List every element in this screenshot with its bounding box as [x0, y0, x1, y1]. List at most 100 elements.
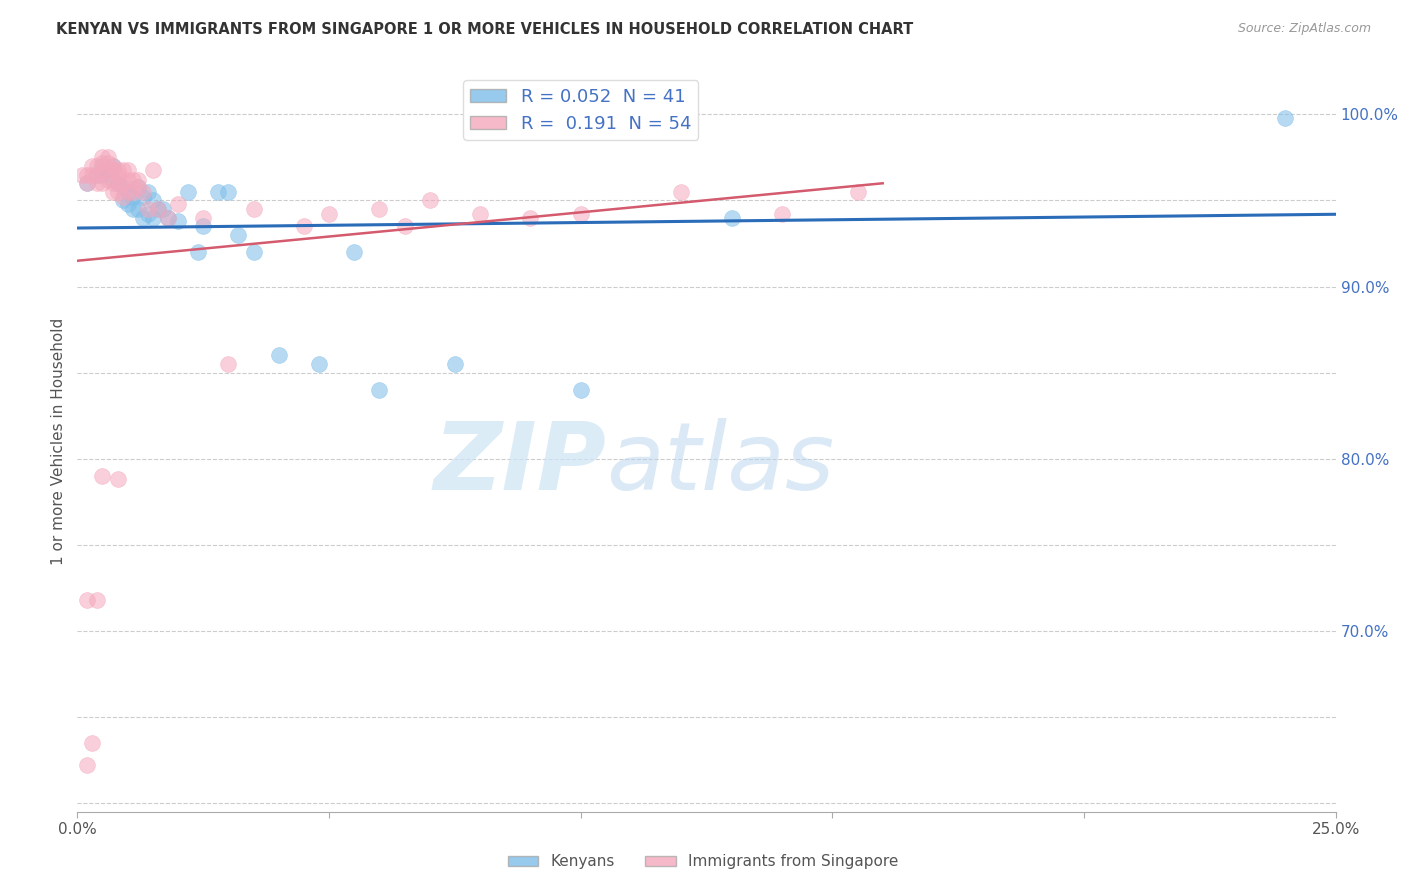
Point — [671, 185, 693, 199]
Legend: Kenyans, Immigrants from Singapore: Kenyans, Immigrants from Singapore — [502, 848, 904, 875]
Point — [368, 383, 391, 397]
Point — [121, 185, 143, 199]
Point — [207, 185, 229, 199]
Point — [91, 159, 114, 173]
Point — [132, 185, 155, 199]
Point — [91, 155, 114, 169]
Point — [101, 173, 124, 187]
Point — [82, 159, 104, 173]
Point — [111, 176, 134, 190]
Point — [127, 173, 149, 187]
Point — [191, 211, 215, 225]
Point — [107, 176, 129, 190]
Point — [569, 207, 592, 221]
Text: KENYAN VS IMMIGRANTS FROM SINGAPORE 1 OR MORE VEHICLES IN HOUSEHOLD CORRELATION : KENYAN VS IMMIGRANTS FROM SINGAPORE 1 OR… — [56, 22, 914, 37]
Point — [136, 185, 159, 199]
Point — [242, 202, 264, 216]
Point — [76, 593, 98, 607]
Point — [127, 179, 149, 194]
Point — [121, 190, 143, 204]
Y-axis label: 1 or more Vehicles in Household: 1 or more Vehicles in Household — [51, 318, 66, 566]
Text: Source: ZipAtlas.com: Source: ZipAtlas.com — [1237, 22, 1371, 36]
Point — [267, 348, 290, 362]
Point — [82, 168, 104, 182]
Point — [86, 593, 108, 607]
Point — [101, 176, 124, 190]
Point — [86, 168, 108, 182]
Point — [121, 202, 143, 216]
Point — [86, 159, 108, 173]
Point — [167, 197, 190, 211]
Point — [121, 173, 143, 187]
Point — [217, 185, 239, 199]
Point — [96, 155, 118, 169]
Point — [107, 162, 129, 177]
Point — [720, 211, 742, 225]
Point — [146, 202, 169, 216]
Point — [91, 151, 114, 165]
Text: atlas: atlas — [606, 418, 834, 509]
Text: ZIP: ZIP — [433, 417, 606, 509]
Point — [101, 159, 124, 173]
Point — [76, 176, 98, 190]
Point — [444, 357, 467, 371]
Point — [76, 176, 98, 190]
Point — [91, 176, 114, 190]
Point — [107, 168, 129, 182]
Point — [117, 197, 139, 211]
Point — [368, 202, 391, 216]
Point — [96, 162, 118, 177]
Point — [167, 214, 190, 228]
Point — [76, 168, 98, 182]
Point — [136, 202, 159, 216]
Point — [91, 168, 114, 182]
Point — [292, 219, 315, 234]
Point — [107, 472, 129, 486]
Point — [127, 179, 149, 194]
Point — [419, 194, 441, 208]
Point — [101, 159, 124, 173]
Point — [142, 211, 165, 225]
Point — [1274, 111, 1296, 125]
Point — [156, 211, 179, 225]
Point — [101, 185, 124, 199]
Point — [191, 219, 215, 234]
Point — [146, 202, 169, 216]
Point — [101, 162, 124, 177]
Point — [242, 245, 264, 260]
Point — [468, 207, 491, 221]
Point — [117, 185, 139, 199]
Point — [86, 176, 108, 190]
Point — [569, 383, 592, 397]
Legend: R = 0.052  N = 41, R =  0.191  N = 54: R = 0.052 N = 41, R = 0.191 N = 54 — [463, 80, 699, 140]
Point — [343, 245, 366, 260]
Point — [117, 173, 139, 187]
Point — [132, 190, 155, 204]
Point — [117, 185, 139, 199]
Point — [96, 162, 118, 177]
Point — [127, 202, 149, 216]
Point — [111, 179, 134, 194]
Point — [770, 207, 793, 221]
Point — [142, 162, 165, 177]
Point — [82, 736, 104, 750]
Point — [318, 207, 340, 221]
Point — [96, 151, 118, 165]
Point — [76, 758, 98, 772]
Point — [107, 176, 129, 190]
Point — [228, 227, 250, 242]
Point — [519, 211, 541, 225]
Point — [152, 202, 174, 216]
Point — [111, 162, 134, 177]
Point — [96, 173, 118, 187]
Point — [308, 357, 330, 371]
Point — [91, 469, 114, 483]
Point — [156, 211, 179, 225]
Point — [111, 194, 134, 208]
Point — [142, 194, 165, 208]
Point — [177, 185, 200, 199]
Point — [132, 211, 155, 225]
Point — [107, 185, 129, 199]
Point — [86, 168, 108, 182]
Point — [72, 168, 94, 182]
